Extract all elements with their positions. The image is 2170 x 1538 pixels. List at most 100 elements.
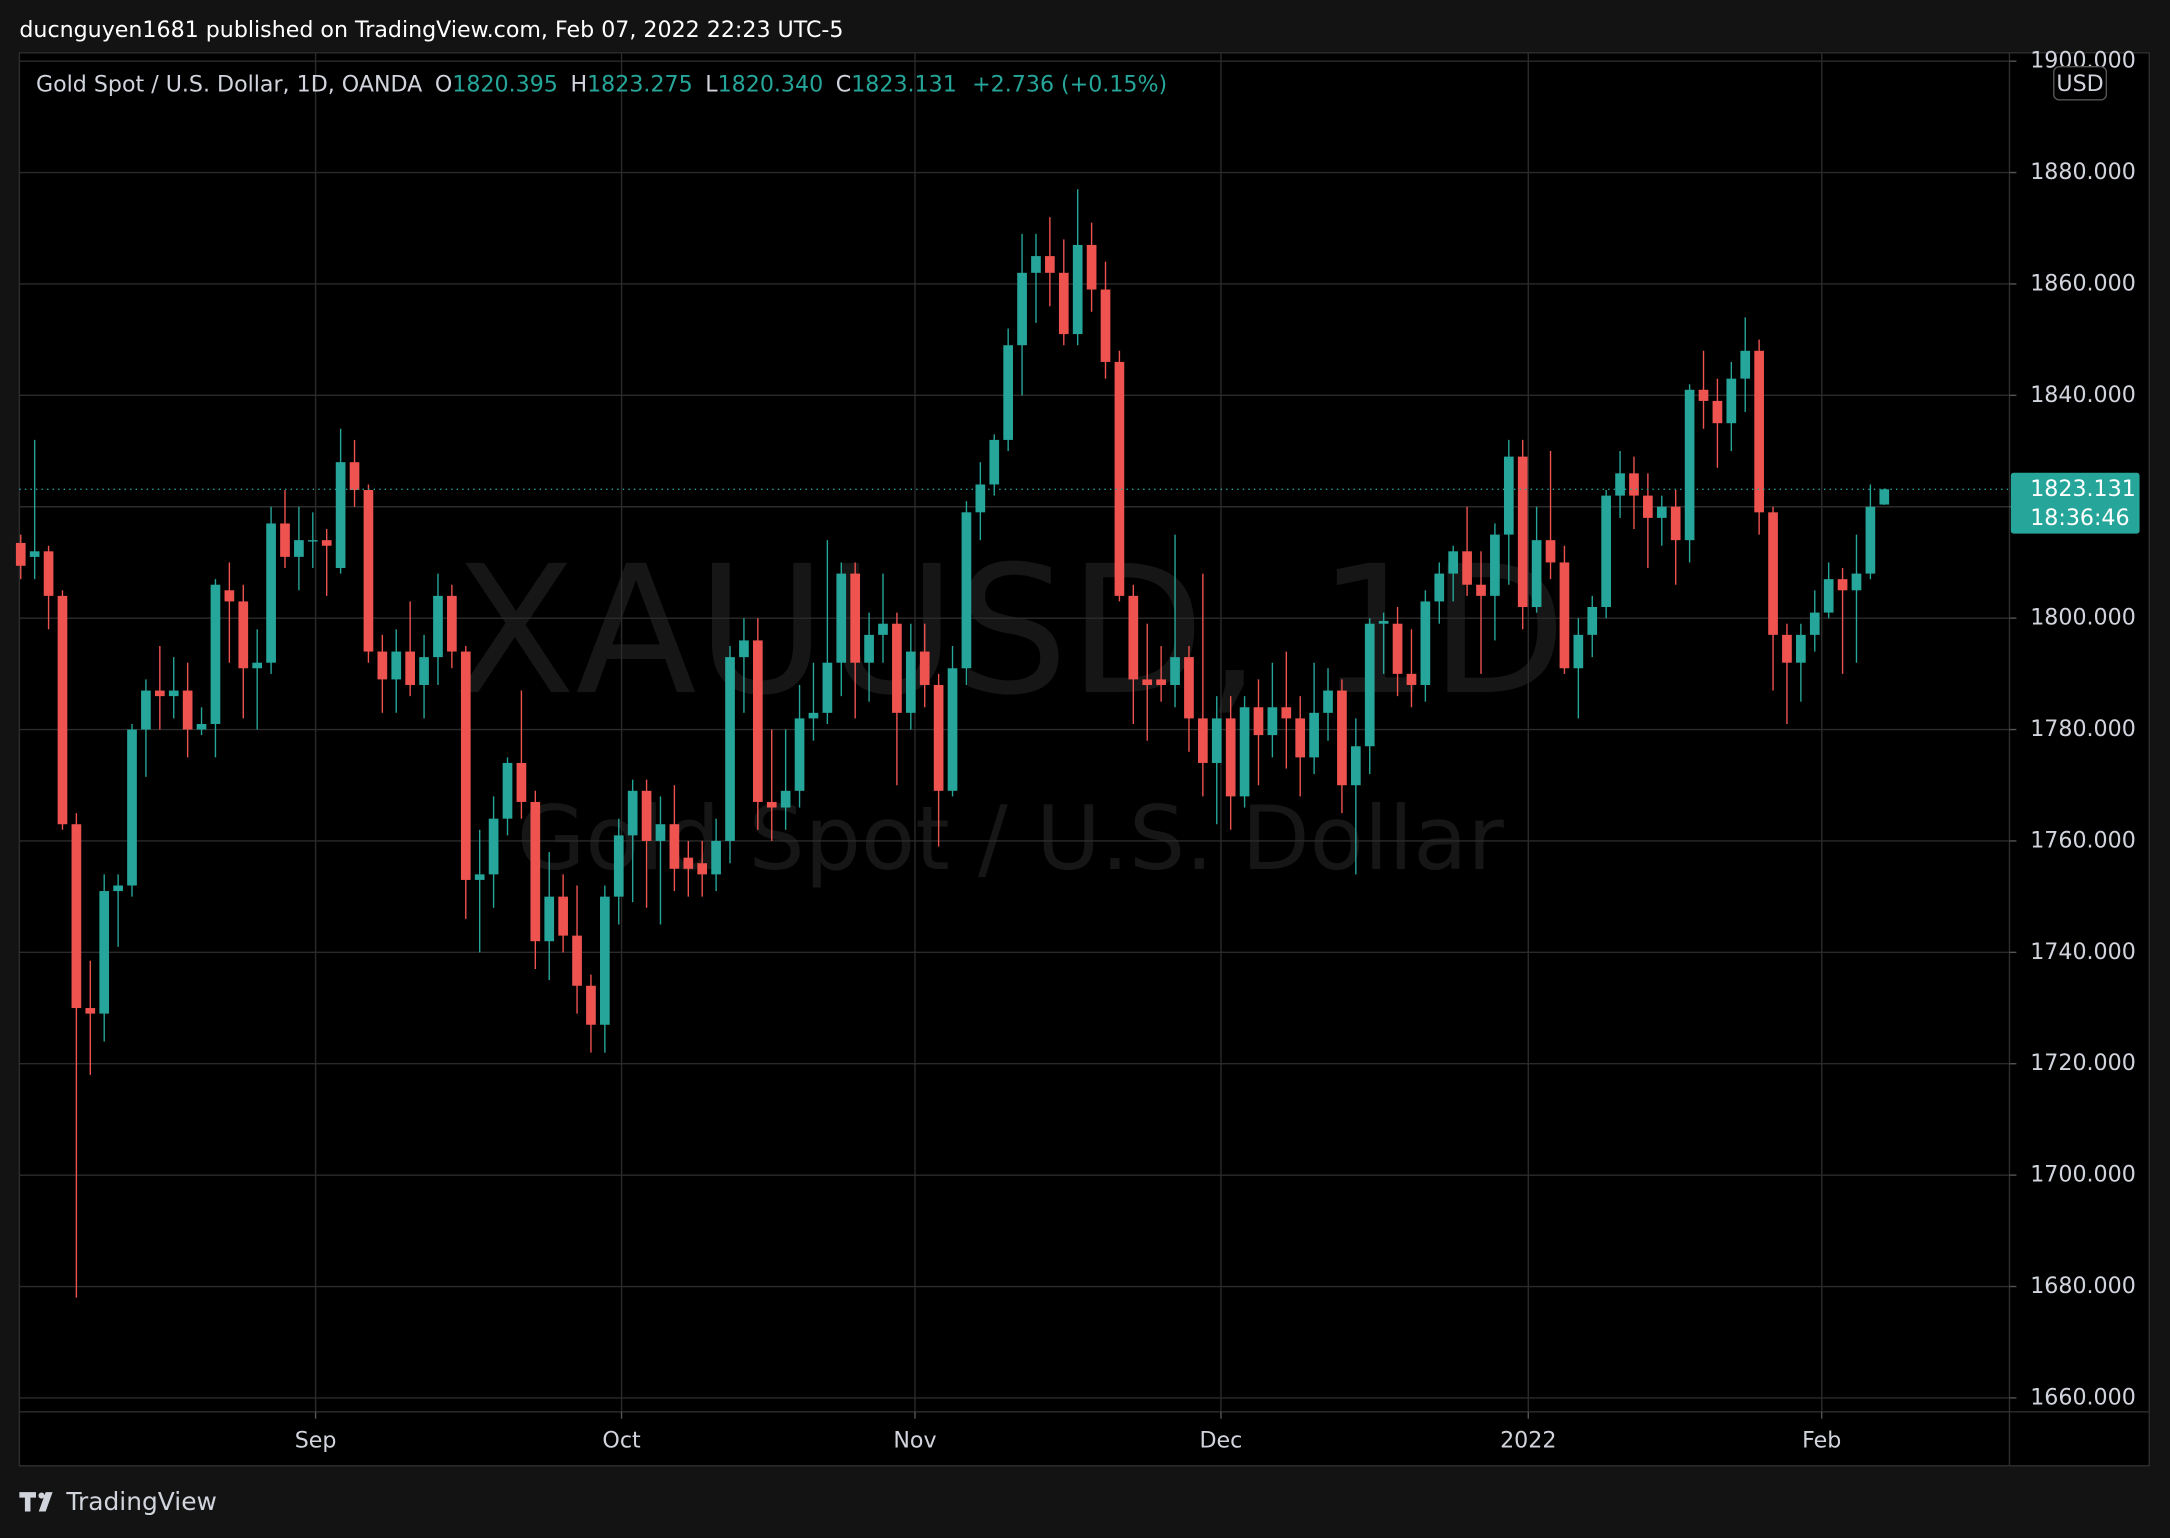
candle-body (460, 651, 471, 880)
candle-body (294, 540, 304, 557)
axes: 1660.000 1680.000 1700.000 1720.000 1740.000… (295, 48, 2140, 1453)
candle-body (1698, 389, 1709, 401)
candle-body (850, 573, 861, 663)
candle-body (1100, 289, 1111, 362)
candle-body (1128, 595, 1139, 680)
candle-body (961, 512, 972, 669)
candle-body (196, 723, 207, 730)
last-price-box (2010, 472, 2140, 534)
candle-body (43, 551, 54, 596)
candle-body (1378, 620, 1389, 624)
candle-body (405, 651, 415, 685)
candle-body (1364, 623, 1375, 747)
candle-body (1796, 634, 1806, 663)
candle-body (1573, 634, 1584, 669)
y-tick-label: 1860.000 (2030, 270, 2136, 296)
candle-body (1823, 579, 1834, 613)
candle-body (1295, 718, 1306, 758)
candle-body (683, 857, 694, 869)
candle-body (474, 874, 485, 880)
x-tick-label: 2022 (1500, 1427, 1556, 1453)
candle-body (1406, 673, 1417, 685)
candle-body (1615, 473, 1625, 496)
candle-body (1058, 272, 1069, 335)
candle-body (1865, 506, 1876, 574)
candle-body (905, 651, 916, 713)
candle-body (113, 885, 123, 892)
y-tick-label: 1780.000 (2030, 716, 2136, 742)
candle-body (307, 540, 318, 542)
legend-o-label: O (435, 71, 452, 97)
candle-body (641, 790, 652, 841)
candle-body (1879, 489, 1890, 505)
candles (15, 189, 2010, 1298)
candle-body (321, 540, 332, 546)
legend-close: 1823.131 (851, 71, 957, 97)
y-tick-label: 1880.000 (2030, 159, 2136, 185)
candle-body (1782, 634, 1792, 663)
candle-body (655, 824, 666, 841)
logo-dot (38, 1492, 45, 1499)
candle-body (1267, 707, 1278, 736)
candle-body (1837, 579, 1848, 591)
candle-body (544, 896, 555, 942)
candle-body (502, 762, 513, 819)
candle-body (892, 623, 902, 713)
candle-body (377, 651, 388, 680)
candle-body (1337, 690, 1347, 786)
candle-body (99, 891, 110, 1014)
legend-open: 1820.395 (452, 71, 558, 97)
y-tick-label: 1700.000 (2030, 1162, 2136, 1188)
candle-body (947, 668, 958, 791)
candle-body (766, 801, 777, 808)
candle-body (29, 551, 40, 557)
candle-body (210, 584, 221, 724)
candle-body (57, 595, 68, 825)
candle-body (1392, 623, 1403, 674)
y-tick-label: 1840.000 (2030, 382, 2136, 408)
watermark-name: Gold Spot / U.S. Dollar (517, 787, 1505, 890)
x-tick-label: Dec (1200, 1427, 1243, 1453)
currency: USD (2056, 71, 2103, 97)
candle-body (836, 573, 847, 663)
candle-body (558, 896, 568, 936)
candle-body (1045, 256, 1055, 273)
candle-body (141, 690, 151, 730)
candle-body (572, 935, 582, 986)
candle-body (1309, 712, 1319, 758)
candle-body (600, 896, 610, 1025)
legend-h-label: H (570, 71, 587, 97)
candle-body (1545, 540, 1556, 563)
candle-body (1684, 389, 1695, 541)
candle-body (154, 690, 165, 697)
candle-body (1851, 573, 1862, 591)
legend-high: 1823.275 (587, 71, 693, 97)
candle-body (822, 662, 833, 713)
candle-body (1031, 256, 1041, 273)
candle-body (1490, 534, 1500, 596)
candle-body (1629, 473, 1639, 496)
grid (19, 52, 2010, 1412)
candle-body (15, 542, 26, 566)
candle-body (1420, 601, 1431, 685)
candle-body (933, 684, 944, 791)
brand-name: TradingView (65, 1487, 216, 1516)
x-tick-label: Nov (893, 1427, 936, 1453)
legend: Gold Spot / U.S. Dollar, 1D, OANDA O1820… (36, 71, 1167, 97)
x-tick-label: Feb (1802, 1427, 1841, 1453)
candle-body (516, 762, 527, 802)
candle-body (1017, 272, 1027, 346)
candle-body (419, 657, 429, 685)
candle-body (488, 818, 499, 875)
candle-body (919, 651, 930, 685)
candle-body (1462, 551, 1472, 585)
candle-body (1086, 244, 1097, 290)
candle-body (697, 863, 708, 875)
candle-body (1225, 718, 1236, 797)
legend-low: 1820.340 (718, 71, 824, 97)
candle-body (1740, 350, 1751, 379)
legend-symbol: Gold Spot / U.S. Dollar, 1D, OANDA (36, 71, 422, 97)
candle-body (1503, 456, 1514, 535)
candle-body (85, 1008, 96, 1014)
candle-body (1712, 400, 1723, 424)
